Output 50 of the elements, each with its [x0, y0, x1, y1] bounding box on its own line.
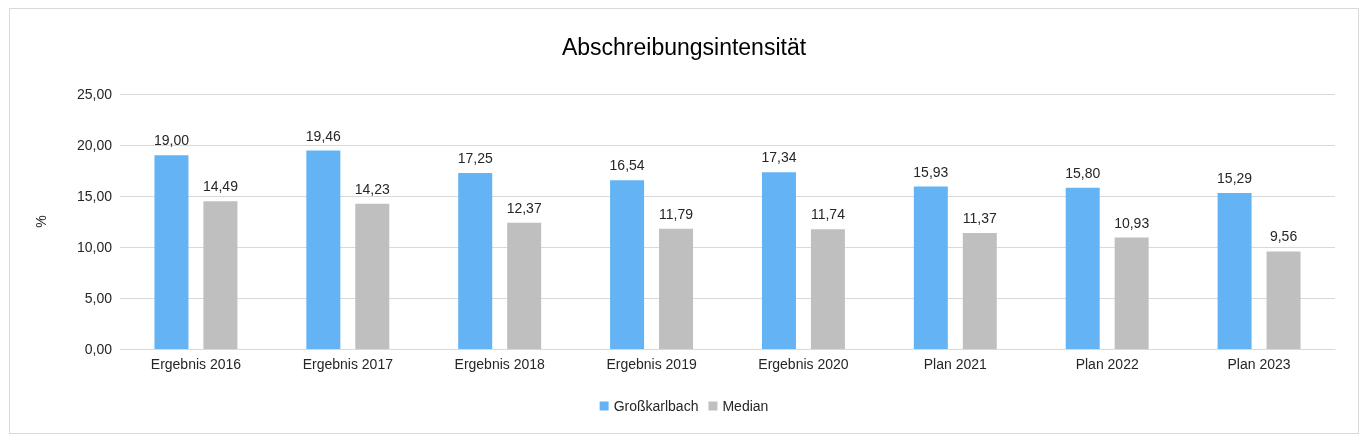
y-tick-label: 15,00	[76, 188, 113, 204]
bar	[507, 222, 542, 349]
data-label: 17,25	[457, 150, 493, 167]
x-tick-label: Plan 2022	[1075, 356, 1139, 372]
x-tick-label: Ergebnis 2017	[302, 356, 394, 372]
data-label: 15,29	[1217, 170, 1253, 187]
data-label: 17,34	[761, 149, 797, 166]
bar	[355, 203, 390, 349]
data-label: 16,54	[609, 157, 645, 174]
data-label: 9,56	[1269, 228, 1298, 245]
x-tick-label: Plan 2023	[1227, 356, 1291, 372]
bar	[1065, 187, 1100, 349]
data-label: 11,37	[962, 210, 997, 227]
bar	[306, 150, 341, 349]
bar	[810, 229, 845, 349]
data-label: 15,93	[913, 163, 949, 180]
data-label: 10,93	[1114, 214, 1150, 231]
bar	[154, 155, 189, 349]
bar	[659, 228, 694, 349]
y-tick-label: 25,00	[76, 86, 113, 102]
data-label: 19,46	[305, 127, 342, 144]
bar	[913, 186, 948, 349]
bar	[1266, 251, 1301, 349]
legend-label: Großkarlbach	[613, 398, 699, 414]
bar	[458, 173, 493, 349]
data-label: 11,74	[810, 206, 846, 223]
legend-label: Median	[722, 398, 769, 414]
x-tick-label: Ergebnis 2018	[454, 356, 546, 372]
bar	[1114, 237, 1149, 349]
data-label: 12,37	[506, 199, 542, 216]
data-label: 15,80	[1065, 164, 1101, 181]
x-tick-label: Ergebnis 2020	[758, 356, 849, 372]
y-tick-label: 10,00	[76, 239, 113, 255]
chart-title: Abschreibungsintensität	[561, 33, 807, 60]
x-tick-label: Ergebnis 2016	[150, 356, 242, 372]
y-tick-label: 0,00	[84, 341, 113, 357]
y-tick-label: 5,00	[84, 290, 113, 306]
x-tick-label: Ergebnis 2019	[606, 356, 697, 372]
y-tick-label: 20,00	[76, 137, 113, 153]
y-axis-title: %	[33, 215, 49, 228]
data-label: 14,49	[202, 178, 239, 195]
data-label: 19,00	[153, 132, 190, 149]
data-label: 14,23	[354, 180, 391, 197]
bar	[962, 233, 997, 349]
bar	[1217, 193, 1252, 349]
bar	[610, 180, 645, 349]
bar	[761, 172, 796, 349]
data-label: 11,79	[659, 205, 694, 222]
bar	[203, 201, 238, 349]
x-tick-label: Plan 2021	[923, 356, 988, 372]
